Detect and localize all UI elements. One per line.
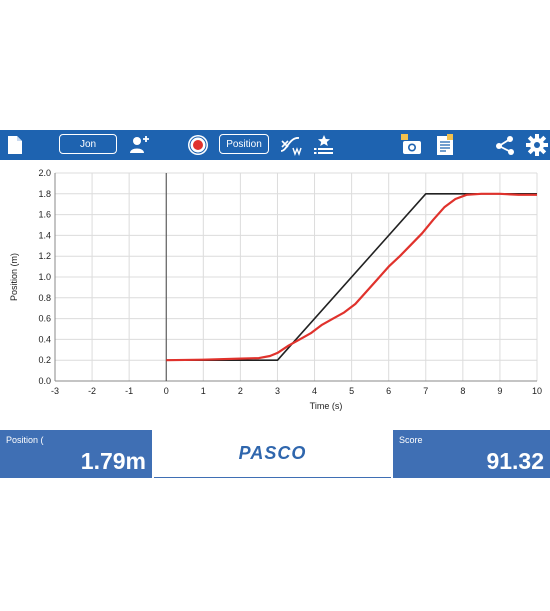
x-tick-label: -3	[51, 386, 59, 396]
add-user-icon[interactable]	[128, 133, 152, 157]
y-tick-label: 1.8	[38, 189, 51, 199]
favorites-list-icon[interactable]	[311, 133, 335, 157]
x-tick-label: 9	[497, 386, 502, 396]
x-tick-label: -2	[88, 386, 96, 396]
score-label: Score	[399, 435, 423, 445]
x-tick-label: 6	[386, 386, 391, 396]
toolbar: Jon Position	[0, 130, 550, 160]
position-graph[interactable]: -3 -2 -1 0 1 2 3 4 5 6 7 8 9 10 0.0 0.2 0.4 0.6 0.8 1.0 1.2 1…	[0, 160, 550, 430]
measured-position-line	[166, 192, 537, 362]
y-tick-label: 0.4	[38, 334, 51, 344]
y-tick-label: 0.8	[38, 293, 51, 303]
y-tick-label: 0.0	[38, 376, 51, 386]
curve-fit-icon[interactable]	[279, 133, 303, 157]
record-icon[interactable]	[186, 133, 210, 157]
position-readout-label: Position (	[6, 435, 44, 445]
x-tick-label: 3	[275, 386, 280, 396]
x-tick-label: -1	[125, 386, 133, 396]
x-tick-label: 0	[164, 386, 169, 396]
score-value: 91.32	[486, 448, 544, 474]
position-readout-panel: Position ( 1.79m	[0, 430, 152, 478]
x-tick-label: 5	[349, 386, 354, 396]
notebook-icon[interactable]	[433, 133, 457, 157]
x-axis-label: Time (s)	[310, 401, 343, 411]
measurement-button[interactable]: Position	[219, 134, 269, 154]
y-axis-label: Position (m)	[9, 253, 19, 301]
score-panel: Score 91.32	[393, 430, 550, 478]
x-tick-label: 8	[460, 386, 465, 396]
camera-icon[interactable]	[400, 133, 424, 157]
y-tick-label: 2.0	[38, 168, 51, 178]
logo-area: PASCO	[154, 430, 391, 478]
x-tick-label: 4	[312, 386, 317, 396]
position-graph-svg[interactable]: -3 -2 -1 0 1 2 3 4 5 6 7 8 9 10 0.0 0.2 0.4 0.6 0.8 1.0 1.2 1…	[0, 160, 550, 430]
x-tick-label: 10	[532, 386, 542, 396]
x-tick-label: 2	[238, 386, 243, 396]
y-tick-label: 0.2	[38, 355, 51, 365]
y-tick-label: 0.6	[38, 314, 51, 324]
pasco-logo: PASCO	[238, 443, 307, 463]
position-readout-value: 1.79m	[80, 448, 146, 474]
x-tick-label: 1	[201, 386, 206, 396]
share-icon[interactable]	[493, 133, 517, 157]
y-tick-label: 1.0	[38, 272, 51, 282]
y-tick-label: 1.2	[38, 251, 51, 261]
gear-icon[interactable]	[525, 133, 549, 157]
y-tick-label: 1.6	[38, 210, 51, 220]
document-icon[interactable]	[3, 133, 27, 157]
y-tick-label: 1.4	[38, 230, 51, 240]
footer-bar: Position ( 1.79m PASCO Score 91.32	[0, 430, 550, 478]
user-button[interactable]: Jon	[59, 134, 117, 154]
x-tick-label: 7	[423, 386, 428, 396]
